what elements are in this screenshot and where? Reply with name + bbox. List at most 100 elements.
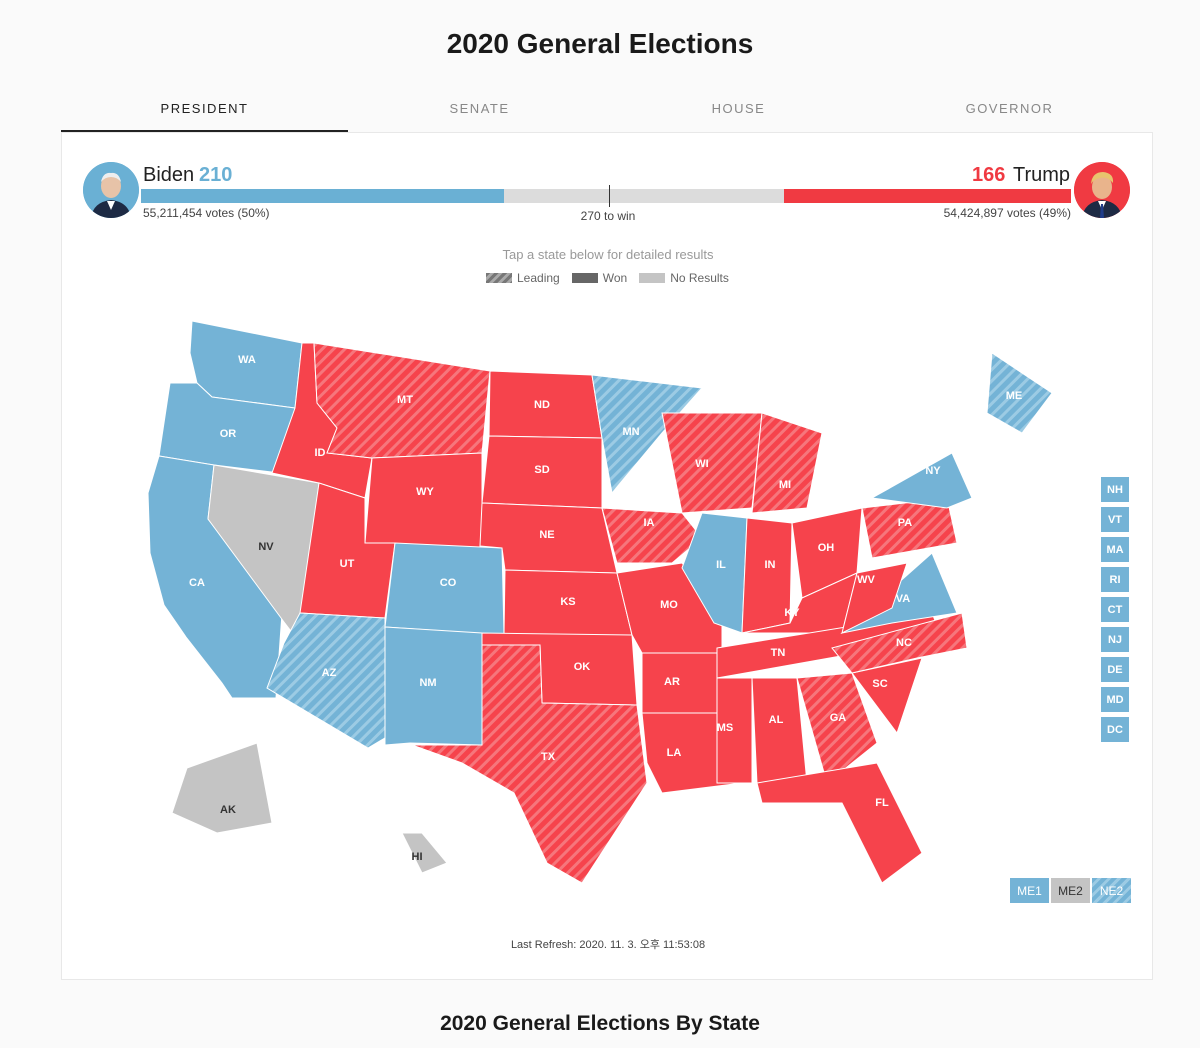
legend-leading-label: Leading [517, 271, 560, 285]
state-mt[interactable] [313, 342, 491, 459]
won-swatch [571, 273, 598, 283]
district-boxes: ME1 ME2 NE2 [1010, 878, 1131, 903]
state-label-or: OR [220, 428, 237, 440]
state-ms[interactable] [716, 677, 753, 784]
state-label-ky: KY [784, 607, 800, 619]
biden-avatar [83, 162, 139, 218]
state-ar[interactable] [641, 652, 723, 714]
state-label-al: AL [769, 714, 784, 726]
tab-governor[interactable]: GOVERNOR [965, 101, 1054, 116]
biden-progress-fill [141, 189, 504, 203]
no-results-swatch [639, 273, 666, 283]
district-box-ne2[interactable]: NE2 [1092, 878, 1131, 903]
state-label-hi: HI [412, 851, 423, 863]
biden-name: Biden [143, 164, 195, 186]
state-box-nj[interactable]: NJ [1101, 627, 1129, 652]
state-label-fl: FL [875, 797, 889, 809]
state-co[interactable] [384, 542, 505, 636]
state-label-oh: OH [818, 542, 835, 554]
state-wy[interactable] [364, 452, 483, 554]
state-label-ne: NE [539, 529, 554, 541]
legend-no-results-label: No Results [670, 271, 729, 285]
state-label-co: CO [440, 577, 457, 589]
state-fl[interactable] [756, 762, 923, 884]
state-nc[interactable] [831, 612, 968, 674]
last-refresh: Last Refresh: 2020. 11. 3. 오후 11:53:08 [510, 939, 706, 951]
tab-president[interactable]: PRESIDENT [61, 90, 348, 132]
state-box-vt[interactable]: VT [1101, 507, 1129, 532]
us-map: WA OR CA NV ID MT WY UT AZ CO NM ND SD NE KS OK TX MN IA MO… [147, 320, 1053, 884]
state-ak[interactable] [171, 742, 273, 834]
state-box-md[interactable]: MD [1101, 687, 1129, 712]
state-label-az: AZ [322, 667, 337, 679]
state-or[interactable] [158, 382, 296, 474]
state-ga[interactable] [796, 672, 878, 784]
state-label-sc: SC [872, 678, 887, 690]
results-card: Biden 210 55,211,454 votes (50%) 166 Tru… [61, 132, 1153, 980]
state-wi[interactable] [661, 412, 763, 514]
state-label-ms: MS [717, 722, 734, 734]
state-ia[interactable] [601, 507, 703, 564]
state-box-ri[interactable]: RI [1101, 567, 1129, 592]
trump-popular-votes: 54,424,897 votes (49%) [943, 206, 1071, 220]
electoral-progress-bar [141, 189, 1071, 203]
section-title: 2020 General Elections By State [440, 1012, 760, 1035]
biden-electoral-votes: 210 [199, 164, 233, 186]
state-label-tn: TN [771, 647, 786, 659]
district-box-me1[interactable]: ME1 [1010, 878, 1049, 903]
state-mn[interactable] [591, 374, 704, 495]
legend-won: Won [571, 271, 628, 285]
state-wv[interactable] [841, 562, 908, 634]
state-me[interactable] [986, 352, 1053, 434]
state-label-mn: MN [622, 426, 639, 438]
state-label-wa: WA [238, 354, 256, 366]
state-il[interactable] [681, 512, 748, 634]
state-label-ca: CA [189, 577, 205, 589]
state-label-la: LA [667, 747, 682, 759]
state-ny[interactable] [870, 452, 973, 509]
state-label-ks: KS [560, 596, 575, 608]
tab-house[interactable]: HOUSE [711, 101, 766, 116]
state-label-sd: SD [534, 464, 549, 476]
state-sc[interactable] [851, 657, 923, 735]
state-label-me: ME [1006, 390, 1023, 402]
state-box-ct[interactable]: CT [1101, 597, 1129, 622]
trump-avatar [1074, 162, 1130, 218]
state-label-va: VA [896, 593, 911, 605]
state-box-ma[interactable]: MA [1101, 537, 1129, 562]
trump-name: Trump [1013, 164, 1071, 186]
state-label-mt: MT [397, 394, 413, 406]
state-label-ar: AR [664, 676, 680, 688]
state-label-ia: IA [644, 517, 655, 529]
biden-popular-votes: 55,211,454 votes (50%) [143, 206, 270, 220]
small-states-column: NH VT MA RI CT NJ DE MD DC [1101, 477, 1129, 742]
leading-swatch [486, 273, 512, 283]
trump-progress-fill [784, 189, 1071, 203]
state-al[interactable] [751, 677, 808, 784]
state-hi[interactable] [401, 832, 448, 874]
district-box-me2[interactable]: ME2 [1051, 878, 1090, 903]
state-tx[interactable] [411, 644, 648, 884]
state-label-ga: GA [830, 712, 847, 724]
state-label-wv: WV [857, 574, 875, 586]
state-box-nh[interactable]: NH [1101, 477, 1129, 502]
legend-won-label: Won [602, 271, 628, 285]
state-label-pa: PA [898, 517, 913, 529]
state-az[interactable] [266, 612, 386, 749]
state-box-de[interactable]: DE [1101, 657, 1129, 682]
state-label-nm: NM [419, 677, 436, 689]
state-label-nd: ND [534, 399, 550, 411]
win-threshold-marker [609, 185, 610, 207]
state-nm[interactable] [384, 626, 483, 746]
legend-leading: Leading [486, 271, 560, 285]
state-mi[interactable] [751, 412, 823, 514]
page-title: 2020 General Elections [446, 28, 754, 59]
state-box-dc[interactable]: DC [1101, 717, 1129, 742]
tab-senate[interactable]: SENATE [449, 101, 510, 116]
state-label-id: ID [315, 447, 326, 459]
state-label-ut: UT [340, 558, 355, 570]
to-win-label: 270 to win [580, 209, 636, 223]
race-tabs: PRESIDENT SENATE HOUSE GOVERNOR [61, 90, 1153, 132]
state-label-il: IL [716, 559, 726, 571]
trump-electoral-votes: 166 [972, 164, 1006, 186]
